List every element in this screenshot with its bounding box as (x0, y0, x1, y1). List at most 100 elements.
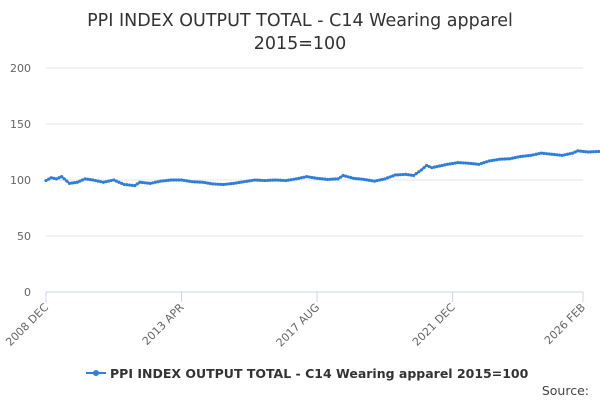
data-point[interactable] (117, 180, 121, 184)
data-point[interactable] (47, 177, 51, 181)
data-point[interactable] (307, 175, 311, 179)
data-point[interactable] (302, 175, 306, 179)
data-point[interactable] (242, 180, 246, 184)
data-point[interactable] (438, 164, 442, 168)
data-point[interactable] (544, 152, 549, 156)
data-point[interactable] (589, 150, 593, 154)
data-point[interactable] (328, 177, 332, 181)
data-point[interactable] (318, 177, 322, 181)
data-point[interactable] (195, 180, 199, 184)
data-point[interactable] (534, 152, 538, 156)
data-point[interactable] (120, 181, 124, 185)
data-point[interactable] (357, 177, 361, 181)
data-point[interactable] (206, 181, 210, 185)
data-point[interactable] (435, 164, 439, 169)
data-point[interactable] (96, 179, 100, 183)
data-point[interactable] (341, 173, 345, 178)
data-point[interactable] (490, 158, 494, 163)
data-point[interactable] (239, 180, 244, 184)
data-point[interactable] (281, 178, 285, 183)
data-point[interactable] (524, 154, 528, 158)
data-point[interactable] (516, 155, 520, 159)
data-point[interactable] (279, 178, 283, 182)
data-point[interactable] (560, 153, 564, 157)
data-point[interactable] (49, 176, 53, 180)
data-point[interactable] (148, 181, 152, 185)
data-point[interactable] (492, 158, 496, 162)
data-point[interactable] (497, 157, 502, 161)
data-point[interactable] (461, 161, 465, 165)
data-point[interactable] (484, 160, 489, 164)
legend-label[interactable]: PPI INDEX OUTPUT TOTAL - C14 Wearing app… (110, 366, 529, 381)
data-point[interactable] (315, 176, 319, 180)
data-point[interactable] (354, 177, 358, 181)
data-point[interactable] (62, 177, 66, 181)
data-point[interactable] (511, 156, 515, 160)
data-point[interactable] (471, 162, 476, 166)
data-point[interactable] (336, 177, 340, 181)
source-label[interactable]: Source: (542, 383, 589, 398)
data-point[interactable] (135, 182, 139, 186)
data-point[interactable] (591, 150, 596, 154)
data-point[interactable] (172, 178, 176, 182)
data-point[interactable] (396, 173, 400, 177)
data-point[interactable] (130, 183, 134, 187)
data-point[interactable] (597, 149, 600, 154)
data-point[interactable] (138, 180, 142, 184)
data-point[interactable] (456, 161, 460, 165)
data-point[interactable] (88, 178, 92, 182)
data-point[interactable] (323, 177, 327, 181)
data-point[interactable] (430, 166, 434, 170)
series-line[interactable] (45, 115, 600, 187)
data-point[interactable] (346, 175, 350, 179)
data-point[interactable] (469, 161, 473, 166)
data-point[interactable] (563, 153, 567, 157)
data-point[interactable] (140, 180, 145, 185)
data-point[interactable] (104, 180, 108, 184)
data-point[interactable] (565, 152, 569, 156)
data-point[interactable] (508, 157, 512, 161)
data-point[interactable] (99, 180, 103, 184)
data-point[interactable] (106, 179, 111, 183)
legend[interactable]: PPI INDEX OUTPUT TOTAL - C14 Wearing app… (86, 366, 529, 381)
data-point[interactable] (352, 176, 356, 180)
data-point[interactable] (70, 181, 74, 185)
data-point[interactable] (221, 182, 225, 187)
data-point[interactable] (576, 149, 580, 153)
data-point[interactable] (466, 161, 470, 165)
data-point[interactable] (57, 176, 61, 180)
data-point[interactable] (153, 180, 158, 184)
data-point[interactable] (505, 157, 509, 161)
data-point[interactable] (401, 172, 405, 177)
data-point[interactable] (65, 179, 69, 183)
data-point[interactable] (75, 180, 79, 184)
data-point[interactable] (531, 153, 536, 157)
data-point[interactable] (518, 154, 523, 159)
data-point[interactable] (584, 150, 588, 154)
data-point[interactable] (370, 179, 374, 183)
data-point[interactable] (166, 178, 171, 182)
data-point[interactable] (388, 175, 392, 179)
data-point[interactable] (67, 181, 72, 185)
data-point[interactable] (419, 168, 423, 172)
data-point[interactable] (526, 154, 530, 158)
data-point[interactable] (250, 178, 254, 183)
data-point[interactable] (219, 182, 223, 186)
data-point[interactable] (451, 161, 455, 166)
data-point[interactable] (101, 180, 105, 184)
data-point[interactable] (393, 173, 397, 177)
data-point[interactable] (422, 166, 426, 170)
data-point[interactable] (487, 159, 491, 163)
data-point[interactable] (320, 177, 324, 181)
data-point[interactable] (344, 174, 348, 178)
data-point[interactable] (495, 158, 499, 162)
data-point[interactable] (161, 179, 165, 183)
data-point[interactable] (146, 181, 150, 185)
data-point[interactable] (91, 178, 95, 182)
data-point[interactable] (190, 180, 194, 184)
data-point[interactable] (372, 179, 377, 183)
data-point[interactable] (312, 176, 317, 180)
data-point[interactable] (245, 179, 249, 183)
data-point[interactable] (414, 172, 418, 176)
data-point[interactable] (232, 181, 236, 185)
